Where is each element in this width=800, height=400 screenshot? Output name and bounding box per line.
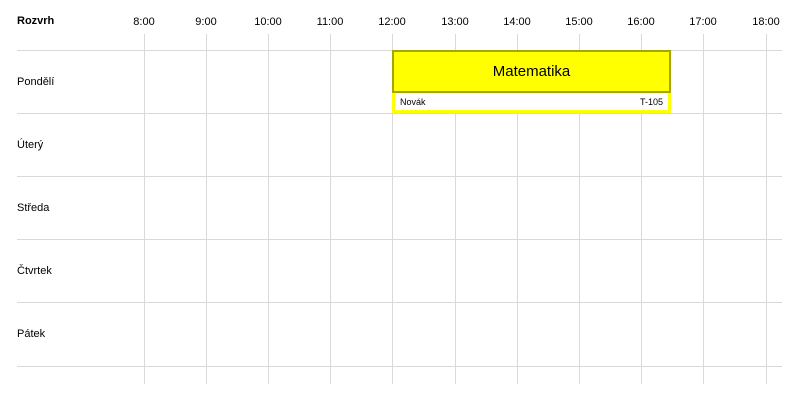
day-label-wednesday: Středa — [17, 202, 50, 214]
grid-vline — [579, 34, 580, 384]
grid-hline — [17, 239, 782, 240]
grid-vline — [206, 34, 207, 384]
grid-hline — [17, 366, 782, 367]
grid-hline — [17, 113, 782, 114]
time-label-0800: 8:00 — [133, 16, 155, 28]
day-label-tuesday: Úterý — [17, 139, 44, 151]
time-label-1200: 12:00 — [378, 16, 406, 28]
time-label-1100: 11:00 — [316, 16, 344, 28]
time-label-1600: 16:00 — [627, 16, 655, 28]
day-label-thursday: Čtvrtek — [17, 265, 52, 277]
time-label-1700: 17:00 — [689, 16, 717, 28]
grid-hline — [17, 176, 782, 177]
time-label-1500: 15:00 — [565, 16, 593, 28]
grid-vline — [392, 34, 393, 384]
event-room: T-105 — [639, 97, 663, 107]
time-label-1000: 10:00 — [254, 16, 282, 28]
grid-hline — [17, 302, 782, 303]
grid-vline — [455, 34, 456, 384]
time-label-1300: 13:00 — [441, 16, 469, 28]
grid-vline — [330, 34, 331, 384]
grid-vline — [703, 34, 704, 384]
grid-vline — [766, 34, 767, 384]
grid-vline — [268, 34, 269, 384]
schedule-title: Rozvrh — [17, 15, 55, 27]
time-label-1400: 14:00 — [503, 16, 531, 28]
grid-vline — [641, 34, 642, 384]
day-label-monday: Pondělí — [17, 76, 55, 88]
grid-vline — [144, 34, 145, 384]
time-label-1800: 18:00 — [752, 16, 780, 28]
grid-vline — [517, 34, 518, 384]
day-label-friday: Pátek — [17, 328, 46, 340]
event-teacher: Novák — [400, 97, 426, 107]
time-label-0900: 9:00 — [195, 16, 217, 28]
event-block[interactable]: Matematika Novák T-105 — [392, 50, 671, 113]
event-subject: Matematika — [392, 50, 671, 93]
